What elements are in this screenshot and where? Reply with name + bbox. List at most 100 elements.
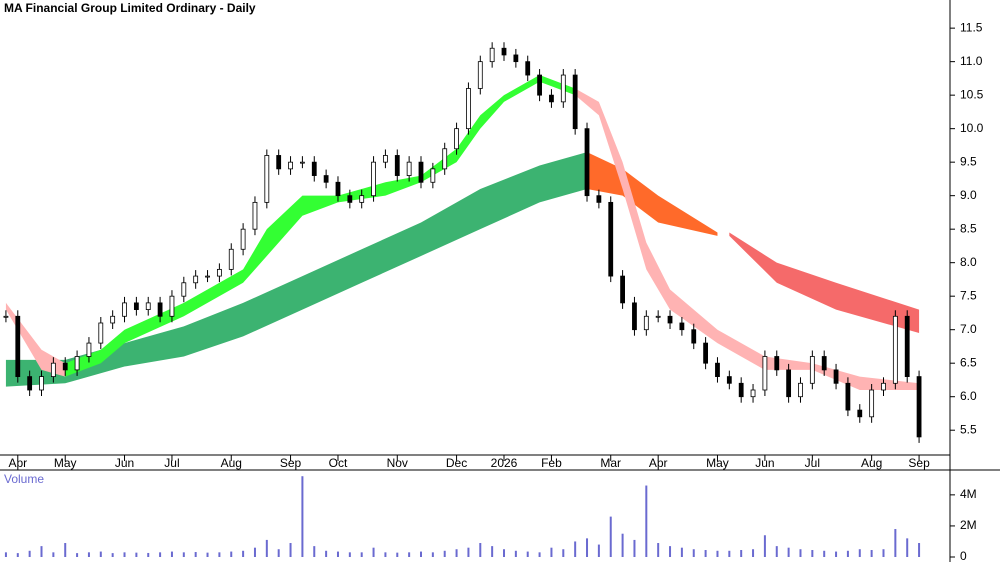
volume-bar — [597, 544, 600, 557]
volume-bar — [918, 543, 921, 557]
candle — [774, 356, 780, 371]
volume-bar — [669, 546, 672, 557]
volume-bar — [846, 550, 849, 557]
volume-bar — [182, 552, 185, 557]
x-tick-label: Aug — [221, 456, 242, 470]
volume-bar — [574, 541, 577, 557]
volume-bar — [87, 552, 90, 557]
candle — [50, 362, 56, 377]
candle — [632, 302, 637, 331]
candle — [15, 315, 21, 377]
volume-bar — [135, 552, 138, 557]
candle — [738, 382, 744, 398]
volume-bar — [645, 485, 648, 557]
volume-bar — [242, 550, 245, 557]
volume-bar — [443, 550, 446, 557]
volume-bar — [289, 543, 292, 557]
y-tick-label: 0 — [960, 549, 967, 562]
x-tick-label: Oct — [329, 456, 348, 470]
y-tick-label: 4M — [960, 487, 977, 501]
candle — [560, 74, 566, 103]
volume-bar — [870, 550, 873, 557]
candle — [821, 356, 827, 371]
y-tick-label: 11.5 — [960, 20, 983, 34]
candle — [181, 282, 187, 297]
candle — [359, 195, 365, 203]
x-tick-label: Feb — [541, 456, 562, 470]
ma-band — [729, 232, 920, 334]
candle — [27, 376, 33, 391]
candle — [549, 94, 554, 103]
candle — [833, 369, 839, 384]
candle — [881, 382, 886, 391]
x-tick-label: Dec — [446, 456, 467, 470]
volume-bar — [99, 551, 102, 557]
candle — [347, 195, 353, 203]
volume-bar — [835, 551, 838, 557]
candle — [477, 61, 483, 89]
x-tick-label: May — [54, 456, 77, 470]
volume-bar — [76, 553, 79, 557]
candle — [193, 275, 199, 284]
volume-bar — [336, 551, 339, 557]
volume-bar — [633, 539, 636, 557]
volume-bar — [170, 551, 173, 557]
candle — [228, 248, 234, 270]
x-tick-label: Sep — [908, 456, 930, 470]
candle — [762, 356, 768, 391]
candle — [110, 315, 116, 324]
volume-bar — [348, 552, 351, 557]
volume-bar — [775, 546, 778, 557]
volume-bar — [253, 547, 256, 557]
candle — [394, 155, 400, 176]
volume-bar — [752, 549, 755, 557]
y-tick-label: 11.0 — [960, 54, 983, 68]
candle — [430, 168, 436, 183]
candle — [86, 342, 92, 357]
candle — [133, 302, 139, 310]
candle — [513, 54, 519, 63]
candle — [216, 268, 222, 277]
x-tick-label: 2026 — [491, 456, 518, 470]
x-tick-label: Aug — [861, 456, 882, 470]
candle — [406, 161, 412, 176]
volume-bar — [265, 539, 268, 557]
ma-band — [65, 75, 576, 377]
volume-bar — [206, 552, 209, 557]
volume-bar — [621, 533, 624, 557]
candle — [288, 161, 293, 170]
candle — [311, 161, 317, 176]
volume-bar — [491, 546, 494, 557]
y-tick-label: 6.0 — [960, 389, 977, 403]
candle — [252, 201, 258, 230]
candle — [726, 376, 732, 384]
ma-band — [575, 88, 920, 390]
volume-title: Volume — [4, 472, 44, 486]
volume-bar — [277, 549, 280, 557]
candle — [157, 302, 163, 317]
candle — [169, 295, 175, 317]
volume-bar — [325, 550, 328, 557]
volume-bar — [787, 547, 790, 557]
volume-bar — [218, 552, 221, 557]
candle — [679, 322, 685, 331]
volume-bar — [550, 547, 553, 557]
volume-bar — [799, 549, 802, 557]
volume-bar — [431, 552, 434, 557]
candle — [691, 329, 697, 344]
volume-bar — [680, 547, 683, 557]
candle — [442, 148, 448, 170]
y-tick-label: 7.0 — [960, 322, 977, 336]
candle — [916, 376, 922, 438]
volume-bar — [609, 516, 612, 557]
candle — [418, 161, 424, 183]
volume-bar — [503, 549, 506, 557]
candle — [205, 275, 210, 278]
candle — [892, 315, 898, 384]
volume-bar — [64, 543, 67, 557]
volume-bar — [538, 552, 541, 557]
candle — [703, 342, 709, 364]
candle — [572, 74, 578, 130]
